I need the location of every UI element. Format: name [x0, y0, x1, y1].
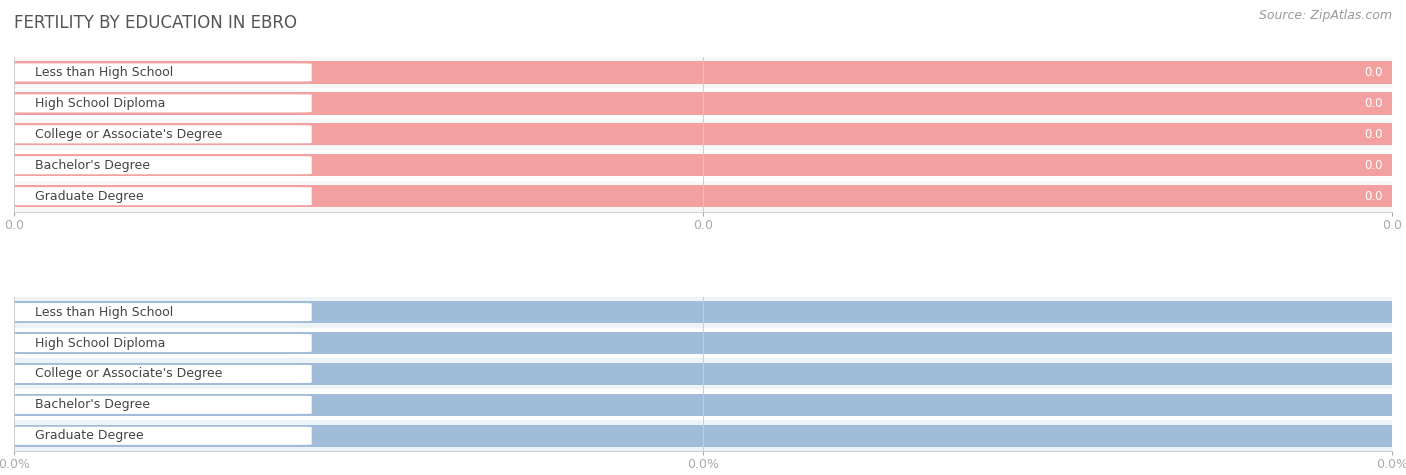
Text: 0.0: 0.0	[1364, 66, 1382, 79]
Bar	[14, 425, 1392, 447]
Bar	[14, 61, 1392, 84]
Text: 0.0%: 0.0%	[1353, 305, 1382, 319]
Bar	[14, 390, 1392, 420]
Bar	[14, 119, 1392, 150]
FancyBboxPatch shape	[3, 396, 312, 414]
Bar	[14, 88, 1392, 119]
FancyBboxPatch shape	[3, 125, 312, 143]
Text: Less than High School: Less than High School	[35, 66, 173, 79]
Text: 0.0: 0.0	[1364, 128, 1382, 141]
Bar	[14, 154, 1392, 176]
Bar	[14, 297, 1392, 328]
Text: 0.0: 0.0	[1364, 190, 1382, 203]
FancyBboxPatch shape	[3, 427, 312, 445]
FancyBboxPatch shape	[3, 365, 312, 383]
Text: Source: ZipAtlas.com: Source: ZipAtlas.com	[1258, 10, 1392, 22]
Text: Bachelor's Degree: Bachelor's Degree	[35, 159, 149, 172]
Bar	[14, 180, 1392, 211]
Text: FERTILITY BY EDUCATION IN EBRO: FERTILITY BY EDUCATION IN EBRO	[14, 14, 297, 32]
Bar	[14, 185, 1392, 207]
Text: College or Associate's Degree: College or Associate's Degree	[35, 128, 222, 141]
FancyBboxPatch shape	[3, 187, 312, 205]
Text: 0.0%: 0.0%	[1353, 336, 1382, 350]
Text: Graduate Degree: Graduate Degree	[35, 429, 143, 442]
Bar	[14, 150, 1392, 180]
Text: Bachelor's Degree: Bachelor's Degree	[35, 399, 149, 411]
Text: High School Diploma: High School Diploma	[35, 336, 165, 350]
Bar	[14, 363, 1392, 385]
Text: Less than High School: Less than High School	[35, 305, 173, 319]
Text: High School Diploma: High School Diploma	[35, 97, 165, 110]
FancyBboxPatch shape	[3, 63, 312, 82]
Text: 0.0%: 0.0%	[1353, 399, 1382, 411]
Bar	[14, 92, 1392, 114]
Bar	[14, 301, 1392, 323]
Text: 0.0%: 0.0%	[1353, 368, 1382, 380]
Bar	[14, 359, 1392, 390]
FancyBboxPatch shape	[3, 156, 312, 174]
Bar	[14, 57, 1392, 88]
Text: Graduate Degree: Graduate Degree	[35, 190, 143, 203]
Bar	[14, 123, 1392, 145]
Bar	[14, 394, 1392, 416]
Bar	[14, 420, 1392, 451]
FancyBboxPatch shape	[3, 334, 312, 352]
Bar	[14, 328, 1392, 359]
Text: 0.0: 0.0	[1364, 159, 1382, 172]
Bar	[14, 332, 1392, 354]
Text: College or Associate's Degree: College or Associate's Degree	[35, 368, 222, 380]
FancyBboxPatch shape	[3, 95, 312, 113]
Text: 0.0%: 0.0%	[1353, 429, 1382, 442]
Text: 0.0: 0.0	[1364, 97, 1382, 110]
FancyBboxPatch shape	[3, 303, 312, 321]
